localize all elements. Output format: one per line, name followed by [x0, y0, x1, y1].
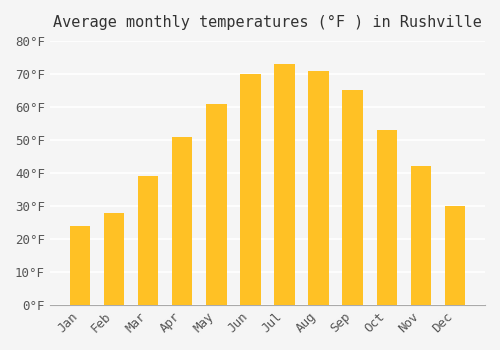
- Bar: [172, 136, 193, 305]
- Bar: [308, 71, 329, 305]
- Bar: [70, 226, 90, 305]
- Title: Average monthly temperatures (°F ) in Rushville: Average monthly temperatures (°F ) in Ru…: [53, 15, 482, 30]
- Bar: [445, 206, 465, 305]
- Bar: [410, 166, 431, 305]
- Bar: [206, 104, 227, 305]
- Bar: [274, 64, 294, 305]
- Bar: [342, 90, 363, 305]
- Bar: [240, 74, 260, 305]
- Bar: [138, 176, 158, 305]
- Bar: [376, 130, 397, 305]
- Bar: [104, 212, 124, 305]
